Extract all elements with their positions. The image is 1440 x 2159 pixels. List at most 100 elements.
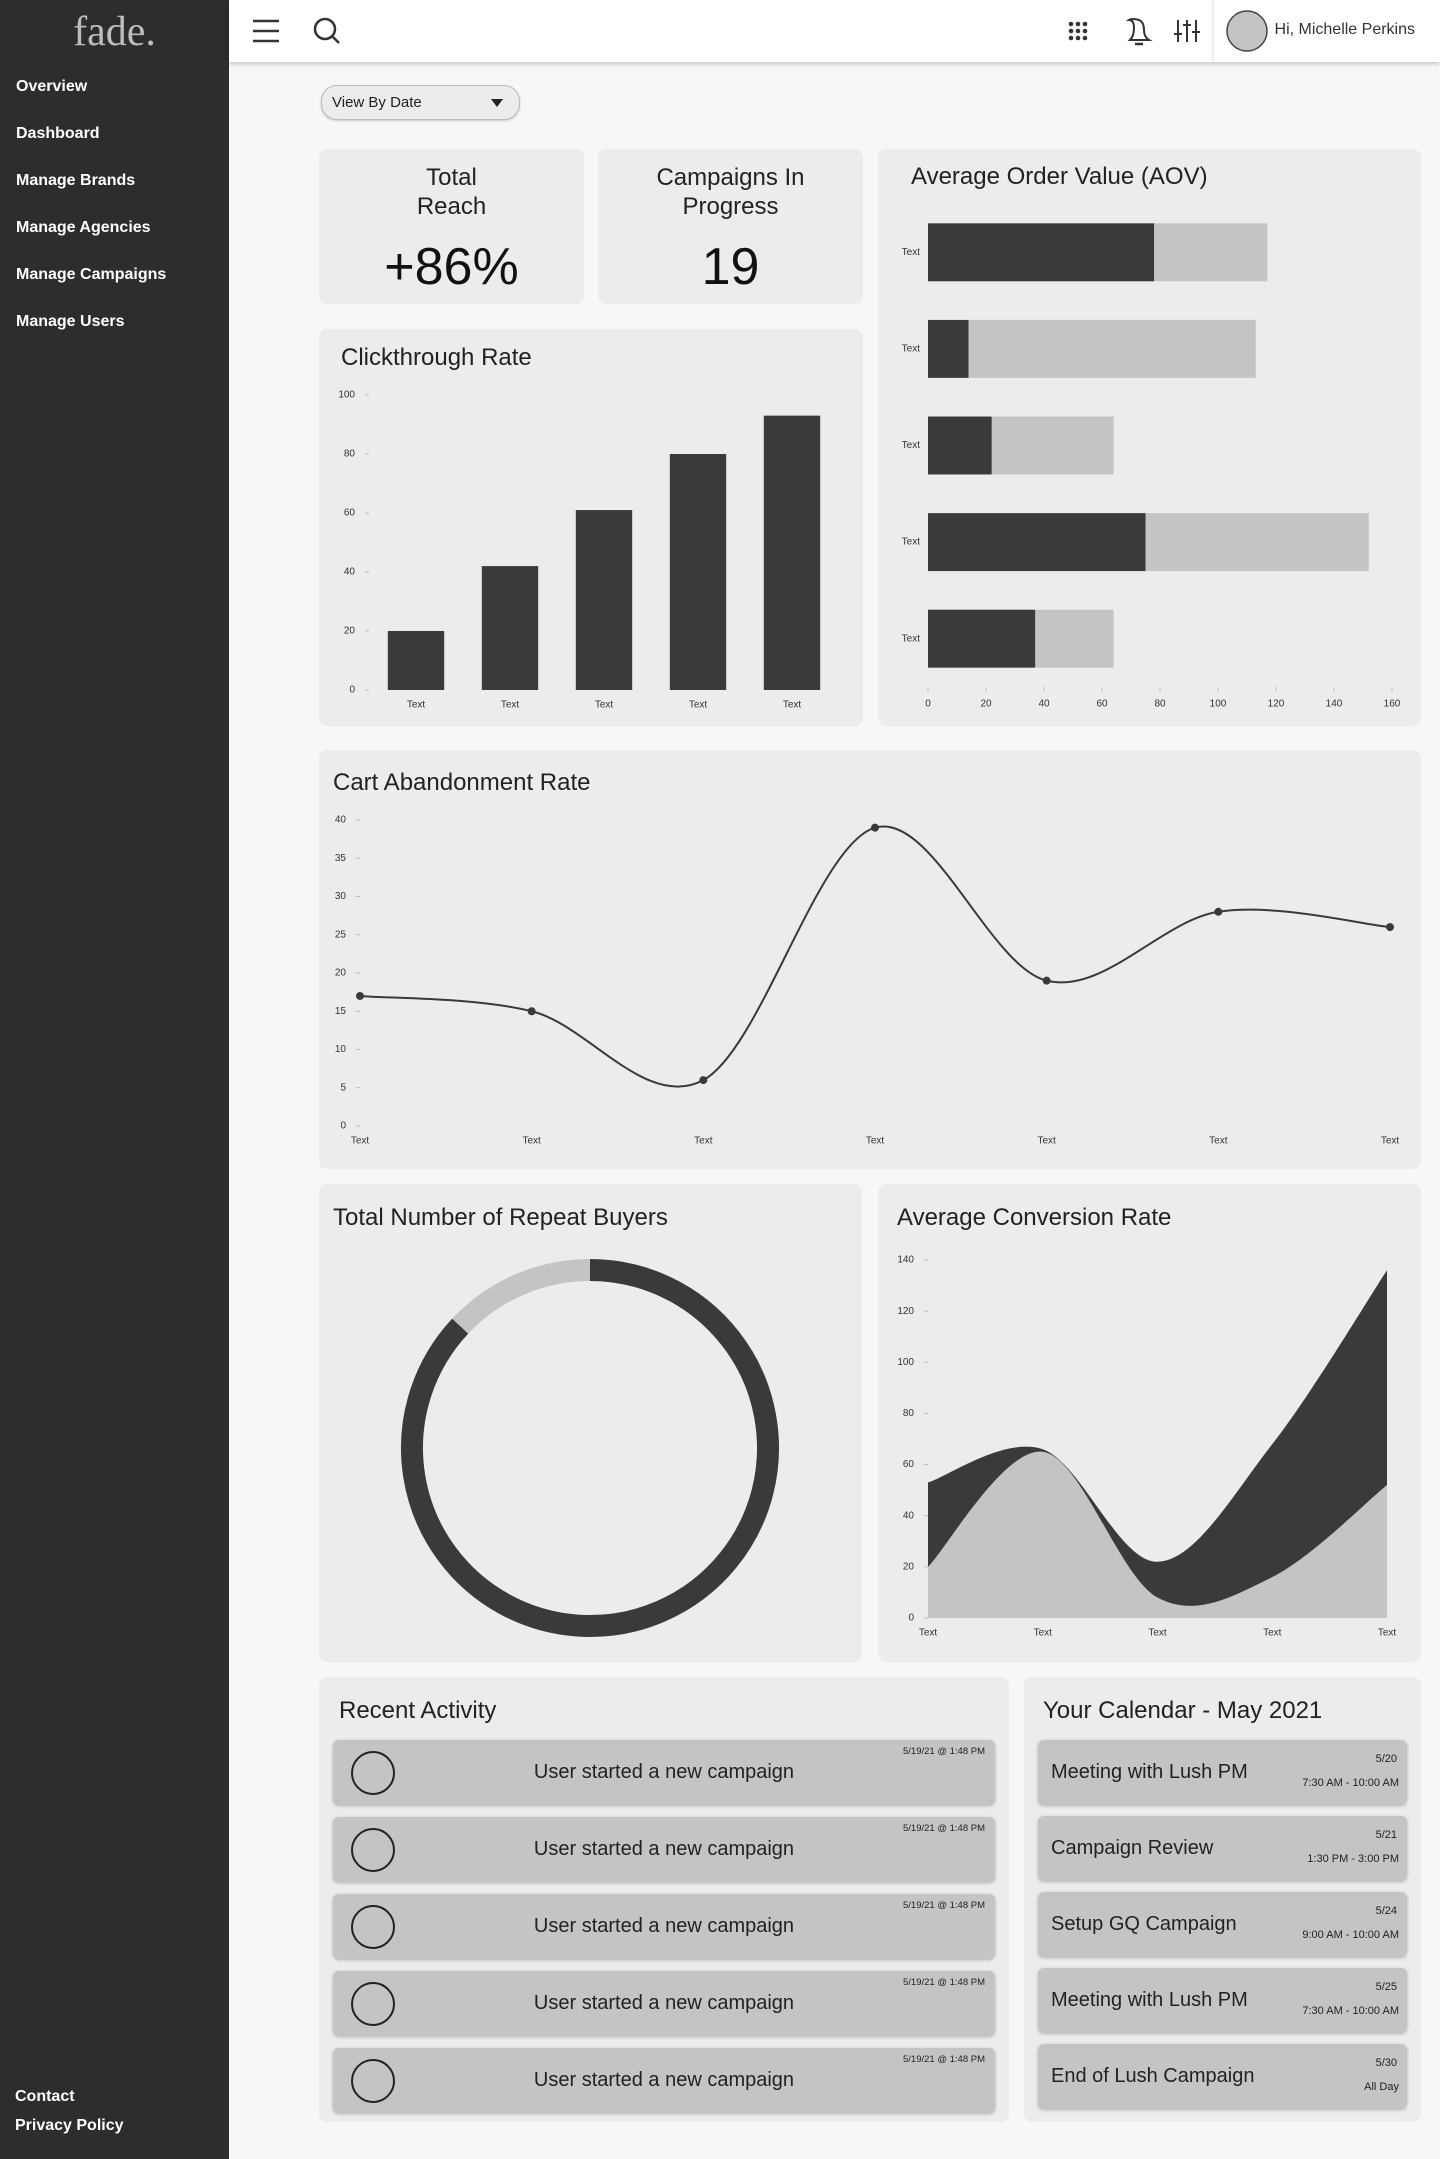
chart-title: Clickthrough Rate xyxy=(341,344,532,371)
event-time: 7:30 AM - 10:00 AM xyxy=(1302,1777,1399,1789)
line xyxy=(359,825,1391,1088)
x-tick-label: Text xyxy=(1034,1628,1053,1639)
search-icon[interactable] xyxy=(313,17,340,44)
y-tick-label: 60 xyxy=(344,508,356,519)
x-tick-label: 60 xyxy=(1096,699,1108,710)
settings-icon[interactable] xyxy=(1174,20,1200,42)
event-date: 5/24 xyxy=(1375,1905,1397,1917)
y-tick-label: 0 xyxy=(349,685,355,696)
activity-text: User started a new campaign xyxy=(533,1992,795,2014)
x-tick-label: Text xyxy=(694,1136,713,1147)
nav-link[interactable]: Dashboard xyxy=(16,125,100,142)
y-tick-label: 20 xyxy=(335,968,347,979)
y-tick-label: 0 xyxy=(908,1613,914,1624)
header: Hi, Michelle Perkins xyxy=(229,0,1440,62)
y-tick-label: 10 xyxy=(335,1044,347,1055)
event-time: 7:30 AM - 10:00 AM xyxy=(1302,2005,1399,2017)
stat-title-text: Campaigns In Progress xyxy=(656,164,805,220)
activity-item[interactable]: User started a new campaign 5/19/21 @ 1:4… xyxy=(333,1817,995,1882)
event-title: End of Lush Campaign xyxy=(1051,2065,1255,2087)
activity-item[interactable]: User started a new campaign 5/19/21 @ 1:4… xyxy=(333,1894,995,1959)
activity-avatar xyxy=(351,1828,395,1872)
chart-title: Average Conversion Rate xyxy=(897,1204,1172,1231)
x-tick-label: Text xyxy=(689,700,708,711)
area xyxy=(928,1451,1387,1618)
footer-link[interactable]: Privacy Policy xyxy=(15,2117,124,2134)
point xyxy=(1042,976,1051,985)
stat-title-text: Total Reach xyxy=(416,164,487,220)
y-tick-label: 120 xyxy=(897,1306,914,1317)
x-tick-label: Text xyxy=(919,1628,938,1639)
activity-card: Recent Activity User started a new campa… xyxy=(319,1677,1009,2122)
activity-avatar xyxy=(351,2059,395,2103)
logo[interactable]: fade. xyxy=(73,9,156,55)
bar-segment xyxy=(928,609,1036,668)
activity-time: 5/19/21 @ 1:48 PM xyxy=(903,1746,985,1757)
chart-title: Average Order Value (AOV) xyxy=(911,163,1208,190)
event-title: Meeting with Lush PM xyxy=(1051,1761,1248,1783)
y-tick-label: 140 xyxy=(897,1255,914,1266)
footer-link[interactable]: Contact xyxy=(15,2088,75,2105)
nav-link[interactable]: Manage Brands xyxy=(16,172,136,189)
event-title: Setup GQ Campaign xyxy=(1051,1913,1237,1935)
y-tick-label: 40 xyxy=(344,567,356,578)
greeting[interactable]: Hi, Michelle Perkins xyxy=(1274,21,1415,38)
chart xyxy=(401,1259,779,1637)
dropdown-arrow xyxy=(491,99,503,107)
calendar-event[interactable]: End of Lush Campaign 5/30 All Day xyxy=(1038,2044,1407,2109)
bar-segment xyxy=(991,416,1114,475)
calendar-event[interactable]: Setup GQ Campaign 5/24 9:00 AM - 10:00 AM xyxy=(1038,1892,1407,1957)
event-date: 5/25 xyxy=(1375,1981,1397,1993)
point xyxy=(527,1007,536,1016)
event-time: 9:00 AM - 10:00 AM xyxy=(1302,1929,1399,1941)
activity-time: 5/19/21 @ 1:48 PM xyxy=(903,1900,985,1911)
activity-item[interactable]: User started a new campaign 5/19/21 @ 1:4… xyxy=(333,1971,995,2036)
chart-title: Total Number of Repeat Buyers xyxy=(333,1204,668,1231)
calendar-event[interactable]: Campaign Review 5/21 1:30 PM - 3:00 PM xyxy=(1038,1816,1407,1881)
bell-icon[interactable] xyxy=(1125,18,1153,46)
chart-card: Average Order Value (AOV) 0 20 40 60 80 100 12… xyxy=(878,149,1421,726)
y-tick-label: 20 xyxy=(903,1561,915,1572)
stat-card: Total Reach +86% xyxy=(319,149,584,304)
activity-item[interactable]: User started a new campaign 5/19/21 @ 1:4… xyxy=(333,2048,995,2113)
apps-icon[interactable] xyxy=(1068,21,1088,41)
y-tick-label: 40 xyxy=(903,1510,915,1521)
avatar[interactable] xyxy=(1226,10,1268,52)
nav-link[interactable]: Manage Agencies xyxy=(16,219,151,236)
activity-time: 5/19/21 @ 1:48 PM xyxy=(903,2054,985,2065)
x-tick-label: Text xyxy=(501,700,520,711)
x-tick-label: Text xyxy=(1381,1136,1400,1147)
activity-text: User started a new campaign xyxy=(533,1838,795,1860)
y-tick-label: 35 xyxy=(335,853,347,864)
nav-link[interactable]: Overview xyxy=(16,78,88,95)
x-tick-label: Text xyxy=(1148,1628,1167,1639)
x-tick-label: Text xyxy=(1037,1136,1056,1147)
chart-card: Clickthrough Rate 0 20 40 60 80 100 Text Text Te… xyxy=(319,329,863,726)
y-tick-label: 100 xyxy=(338,390,355,401)
event-date: 5/20 xyxy=(1375,1753,1397,1765)
x-tick-label: Text xyxy=(1378,1628,1397,1639)
stat-title: Total Reach xyxy=(319,163,584,221)
date-filter[interactable]: View By Date xyxy=(321,85,520,120)
chart: 0 20 40 60 80 100 120 140 160 Text Text Text Text Tex… xyxy=(902,223,1401,710)
bar xyxy=(763,415,821,690)
stat-value: 19 xyxy=(701,238,760,296)
stat-title: Campaigns In Progress xyxy=(598,163,863,221)
menu-icon[interactable] xyxy=(253,19,279,43)
filter-label: View By Date xyxy=(332,94,422,111)
activity-item[interactable]: User started a new campaign 5/19/21 @ 1:4… xyxy=(333,1740,995,1805)
bar-segment xyxy=(1035,609,1114,668)
y-tick-label: Text xyxy=(902,537,921,548)
calendar-event[interactable]: Meeting with Lush PM 5/25 7:30 AM - 10:00 … xyxy=(1038,1968,1407,2033)
y-tick-label: 80 xyxy=(903,1408,915,1419)
y-tick-label: 80 xyxy=(344,449,356,460)
point xyxy=(1214,907,1223,916)
nav-link[interactable]: Manage Users xyxy=(16,313,125,330)
event-date: 5/30 xyxy=(1375,2057,1397,2069)
nav-link[interactable]: Manage Campaigns xyxy=(16,266,167,283)
calendar-event[interactable]: Meeting with Lush PM 5/20 7:30 AM - 10:00 … xyxy=(1038,1740,1407,1805)
x-tick-label: 160 xyxy=(1384,699,1401,710)
y-tick-label: 60 xyxy=(903,1459,915,1470)
y-tick-label: 25 xyxy=(335,929,347,940)
